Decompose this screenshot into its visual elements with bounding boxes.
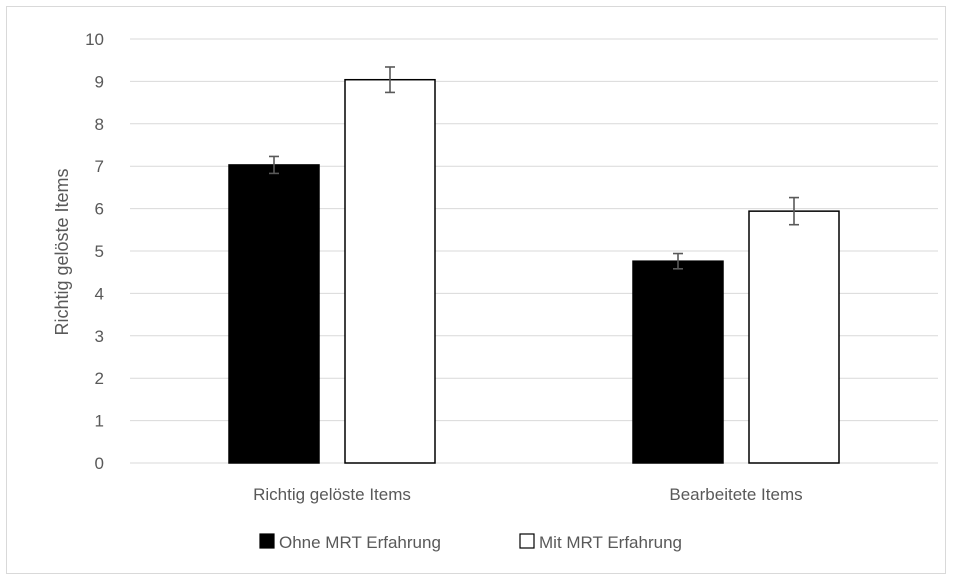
y-tick-label: 0 xyxy=(95,454,104,473)
legend-entry: Mit MRT Erfahrung xyxy=(519,533,682,552)
error-bar xyxy=(385,66,395,94)
y-tick-label: 10 xyxy=(85,30,104,49)
y-tick-label: 3 xyxy=(95,327,104,346)
y-axis-ticks: 0 1 2 3 4 5 6 7 8 9 10 xyxy=(85,30,104,473)
x-axis-ticks: Richtig gelöste Items Bearbeitete Items xyxy=(253,485,803,504)
bar xyxy=(748,210,840,464)
legend-label: Ohne MRT Erfahrung xyxy=(279,533,441,552)
x-tick-label: Richtig gelöste Items xyxy=(253,485,411,504)
bar xyxy=(632,260,724,464)
x-tick-label: Bearbeitete Items xyxy=(669,485,802,504)
y-tick-label: 1 xyxy=(95,412,104,431)
error-bar xyxy=(269,155,279,175)
y-tick-label: 4 xyxy=(95,284,104,303)
error-bars xyxy=(269,66,799,270)
y-tick-label: 5 xyxy=(95,242,104,261)
y-tick-label: 9 xyxy=(95,72,104,91)
y-tick-label: 6 xyxy=(95,200,104,219)
y-tick-label: 8 xyxy=(95,115,104,134)
bar xyxy=(344,78,436,464)
y-tick-label: 2 xyxy=(95,369,104,388)
legend-swatch xyxy=(519,533,535,549)
bars xyxy=(228,78,840,464)
y-axis-title: Richtig gelöste Items xyxy=(52,168,72,335)
y-tick-label: 7 xyxy=(95,157,104,176)
error-bar xyxy=(789,196,799,226)
bar xyxy=(228,164,320,464)
legend: Ohne MRT Erfahrung Mit MRT Erfahrung xyxy=(259,533,682,552)
legend-label: Mit MRT Erfahrung xyxy=(539,533,682,552)
legend-entry: Ohne MRT Erfahrung xyxy=(259,533,441,552)
error-bar xyxy=(673,252,683,270)
legend-swatch xyxy=(259,533,275,549)
